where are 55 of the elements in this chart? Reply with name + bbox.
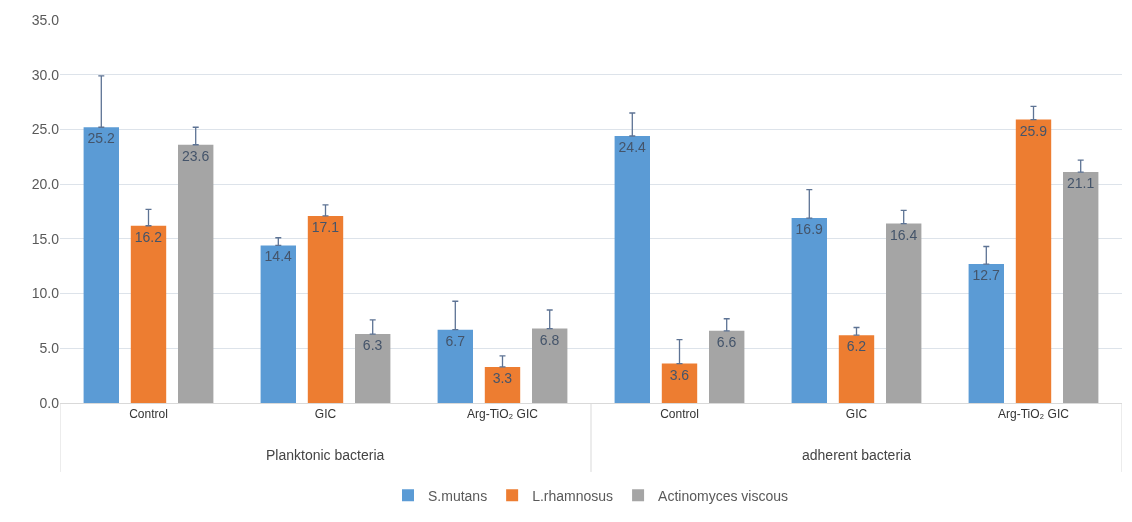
x-tick-label: Arg-TiO₂ GIC [467,407,539,422]
y-tick-label: 10.0 [31,285,60,302]
bar [614,135,650,403]
bar [355,334,391,403]
bar [1063,172,1099,403]
bar [1015,119,1052,403]
bar [791,218,827,403]
data-label: 3.3 [492,369,513,386]
data-label: 17.1 [311,218,340,235]
data-label: 21.1 [1066,175,1095,192]
bar [709,330,745,403]
data-label: 6.6 [716,333,737,350]
x-tick-label: Control [129,407,168,422]
bar [307,215,344,403]
legend-label: L.rhamnosus [532,487,614,504]
data-label: 24.4 [618,138,647,155]
text: Planktonic bacteria [266,447,385,463]
data-label: 16.9 [795,221,824,238]
y-tick-label: 25.0 [31,121,60,138]
bar [968,264,1004,403]
data-label: 6.3 [362,337,383,354]
data-label: 6.8 [539,331,560,348]
data-label: 16.4 [889,226,918,243]
y-tick-label: 30.0 [31,66,60,83]
bar [484,366,521,403]
data-label: 23.6 [181,147,210,164]
data-label: 3.6 [669,366,690,383]
y-tick-label: 20.0 [31,176,60,193]
data-label: 14.4 [264,248,293,265]
data-label: 12.7 [972,267,1001,284]
legend-label: Actinomyces viscous [658,487,789,504]
y-tick-label: 15.0 [31,230,60,247]
x-tick-label: Arg-TiO₂ GIC [998,407,1070,422]
data-label: 6.7 [445,332,466,349]
bar [130,225,167,403]
y-tick-label: 5.0 [39,340,60,357]
x-tick-label: GIC [845,407,868,422]
bar [886,223,922,403]
bar [260,245,296,403]
legend-label: S.mutans [428,487,488,504]
x-tick-label: Control [660,407,699,422]
data-label: 25.9 [1019,122,1048,139]
data-label: 16.2 [134,228,163,245]
y-tick-label: 35.0 [31,11,60,28]
bar [83,127,119,403]
bar [437,329,473,403]
bar [838,335,875,403]
bar [532,328,568,403]
text: adherent bacteria [802,447,912,463]
data-label: 25.2 [87,130,116,147]
data-label: 6.2 [846,338,867,355]
y-tick-label: 0.0 [39,394,60,411]
bar [178,144,214,403]
x-tick-label: GIC [314,407,337,422]
bar [661,363,698,403]
